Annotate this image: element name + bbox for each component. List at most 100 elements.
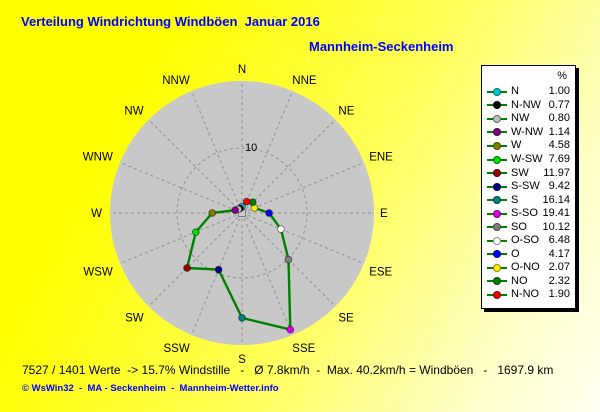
chart-title: Verteilung Windrichtung Windböen Januar … [21,14,320,29]
grid-spoke-SSW [191,212,243,336]
legend-row-O-SO: O-SO 6.48 [482,234,575,248]
legend-marker-icon [487,128,507,137]
legend-row-NW: NW 0.80 [482,112,575,126]
compass-label-SSW: SSW [163,343,189,355]
grid-spoke-NNE [241,90,293,214]
compass-label-ENE: ENE [369,152,393,164]
grid-spoke-NE [241,119,336,214]
data-point-S-SO [286,325,295,334]
data-point-S-SW [214,265,223,274]
legend-row-SW: SW 11.97 [482,166,575,180]
legend-value: 1.14 [548,125,570,138]
legend-marker-icon [487,169,507,178]
legend-marker-icon [487,236,507,245]
legend-marker-icon [487,141,507,150]
legend-row-S-SW: S-SW 9.42 [482,180,575,194]
data-point-O-SO [277,225,285,234]
grid-spoke-SSE [241,212,293,336]
legend-label: O [511,247,520,260]
ring-label: 10 [245,142,257,154]
data-point-S [238,314,246,322]
legend-label: S-SO [511,207,538,220]
legend-label: O-NO [511,261,540,274]
legend-marker-icon [487,223,507,232]
data-point-W-NW [231,206,240,215]
legend-marker-icon [487,87,507,96]
legend-row-S-SO: S-SO 19.41 [482,207,575,221]
legend-unit-header: % [557,70,567,82]
compass-label-S: S [238,354,246,366]
compass-label-E: E [380,208,388,220]
legend-row-W: W 4.58 [482,139,575,153]
legend-label: N-NW [511,98,541,111]
legend-label: O-SO [511,234,540,247]
legend-row-O-NO: O-NO 2.07 [482,261,575,275]
compass-label-SW: SW [125,312,144,324]
data-point-O [265,209,274,217]
grid-spoke-WSW [119,212,243,264]
legend-value: 16.14 [542,193,570,206]
legend-value: 0.80 [548,112,570,125]
legend-value: 2.07 [548,261,570,274]
legend-row-NO: NO 2.32 [482,275,575,289]
credit-line: © WsWin32 - MA - Seckenheim - Mannheim-W… [22,383,279,394]
legend-value: 10.12 [542,220,570,233]
legend-value: 0.77 [548,98,570,111]
data-point-SO [284,255,293,264]
legend-row-N-NO: N-NO 1.90 [482,288,575,302]
legend-row-SO: SO 10.12 [482,220,575,234]
data-point-SW [183,264,191,272]
data-point-W-SW [191,228,200,237]
legend-label: NW [511,112,530,125]
legend-value: 9.42 [548,180,570,193]
compass-label-NW: NW [124,106,143,118]
legend-marker-icon [487,250,507,259]
legend-marker-icon [487,196,507,205]
legend-value: 1.90 [548,288,570,301]
legend-value: 11.97 [543,166,570,179]
legend-row-N: N 1.00 [482,85,575,99]
legend-value: 1.00 [548,85,570,98]
legend-label: SW [511,166,529,179]
grid-ring-10 [176,147,308,279]
grid-spoke-SE [241,212,336,307]
legend-value: 6.48 [548,234,570,247]
legend-rows: N 1.00 N-NW 0.77 NW 0.80 W-NW 1.14 W 4.58 W-SW 7.69… [482,85,575,302]
legend-label: N [511,85,519,98]
station-name: Mannheim-Seckenheim [309,39,454,54]
grid-spoke-ENE [241,162,365,214]
legend-row-W-NW: W-NW 1.14 [482,126,575,140]
compass-label-NNW: NNW [162,75,190,87]
legend-label: NO [511,274,528,287]
compass-label-N: N [238,64,246,76]
legend-marker-icon [487,263,507,272]
compass-label-NNE: NNE [292,75,317,87]
legend-row-O: O 4.17 [482,248,575,262]
legend-label: S-SW [511,180,540,193]
legend-value: 2.32 [548,274,570,287]
stats-line: 7527 / 1401 Werte -> 15.7% Windstille - … [22,363,554,377]
compass-label-W: W [91,208,102,220]
legend-label: W-NW [511,125,544,138]
legend-marker-icon [487,277,507,286]
data-point-W [208,209,217,217]
legend-value: 19.41 [542,207,570,220]
legend-value: 4.58 [548,139,570,152]
compass-label-ESE: ESE [369,266,392,278]
grid-spoke-WNW [119,162,243,214]
legend-label: W [511,139,522,152]
legend-label: N-NO [511,288,540,301]
legend-value: 7.69 [548,153,570,165]
grid-spoke-NNW [191,90,243,214]
legend-label: SO [511,220,527,233]
legend-marker-icon [487,209,507,218]
legend-marker-icon [487,114,507,123]
legend-row-N-NW: N-NW 0.77 [482,99,575,113]
legend-row-W-SW: W-SW 7.69 [482,153,575,167]
data-point-N-NO [242,197,251,206]
grid-spoke-ESE [241,212,365,264]
legend-marker-icon [487,182,507,191]
grid-spoke-SW [148,212,243,307]
